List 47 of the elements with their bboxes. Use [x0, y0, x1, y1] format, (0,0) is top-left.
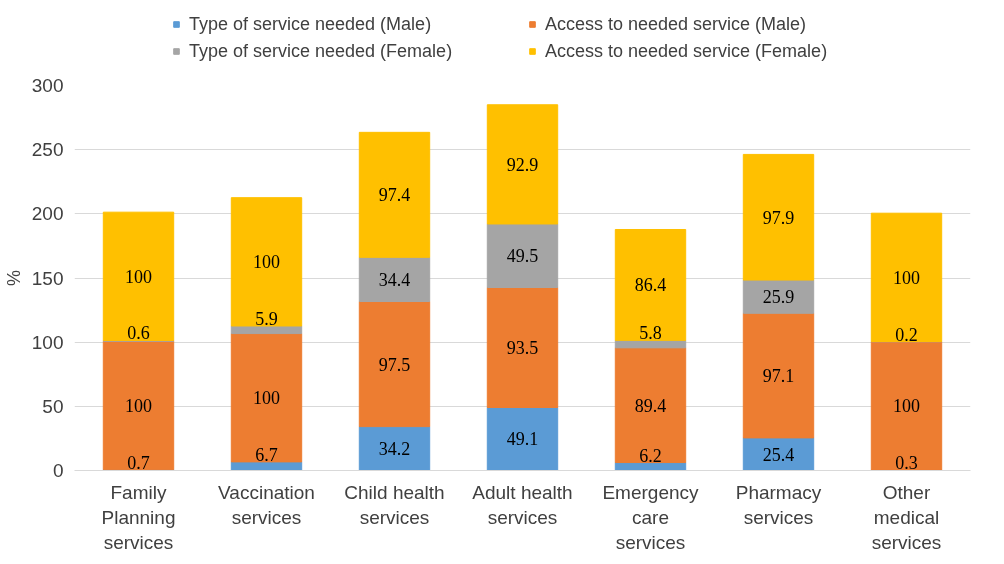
- legend-label: Access to needed service (Female): [545, 40, 829, 62]
- y-tick-label: 150: [31, 267, 64, 289]
- x-tick-label: Emergency care services: [602, 481, 700, 553]
- y-tick-label: 100: [31, 331, 64, 353]
- data-label: 97.4: [378, 185, 411, 206]
- y-tick-label: 300: [31, 75, 64, 96]
- y-axis-title: %: [3, 269, 24, 286]
- data-label: 100: [253, 388, 280, 409]
- data-label: 97.9: [762, 207, 795, 228]
- y-tick-label: 250: [31, 139, 64, 161]
- data-label: 92.9: [506, 154, 539, 175]
- data-label: 6.2: [639, 445, 662, 466]
- data-label: 93.5: [506, 337, 539, 358]
- legend-label: Type of service needed (Female): [189, 40, 454, 62]
- y-tick-label: 50: [42, 395, 64, 417]
- x-tick-label: Pharmacy services: [735, 481, 822, 528]
- data-label: 100: [893, 396, 920, 417]
- x-tick-label: Adult health services: [472, 481, 573, 528]
- y-tick-label: 200: [31, 203, 64, 225]
- data-label: 49.5: [506, 246, 539, 267]
- legend-label: Access to needed service (Male): [545, 13, 808, 35]
- data-label: 49.1: [506, 429, 539, 450]
- data-label: 100: [893, 267, 920, 288]
- data-label: 100: [253, 252, 280, 273]
- data-label: 34.2: [378, 439, 411, 460]
- data-label: 25.4: [762, 444, 795, 465]
- data-label: 86.4: [634, 275, 667, 296]
- y-tick-label: 0: [52, 460, 64, 481]
- data-label: 100: [125, 395, 152, 416]
- data-label: 97.1: [762, 366, 795, 387]
- x-tick-label: Family Planning services: [101, 481, 176, 553]
- data-label: 5.8: [639, 323, 662, 344]
- data-label: 0.2: [895, 324, 918, 345]
- data-label: 25.9: [762, 287, 795, 308]
- x-tick-label: Other medical services: [871, 481, 942, 553]
- data-label: 0.7: [127, 452, 150, 473]
- data-label: 0.3: [895, 453, 918, 474]
- data-label: 34.4: [378, 269, 411, 290]
- data-label: 89.4: [634, 395, 667, 416]
- x-tick-label: Vaccination services: [218, 481, 315, 528]
- x-tick-label: Child health services: [344, 481, 445, 528]
- data-label: 100: [125, 266, 152, 287]
- data-label: 0.6: [127, 323, 150, 344]
- data-label: 6.7: [255, 444, 278, 465]
- data-label: 97.5: [378, 354, 411, 375]
- data-label: 5.9: [255, 309, 278, 329]
- legend-label: Type of service needed (Male): [189, 13, 433, 35]
